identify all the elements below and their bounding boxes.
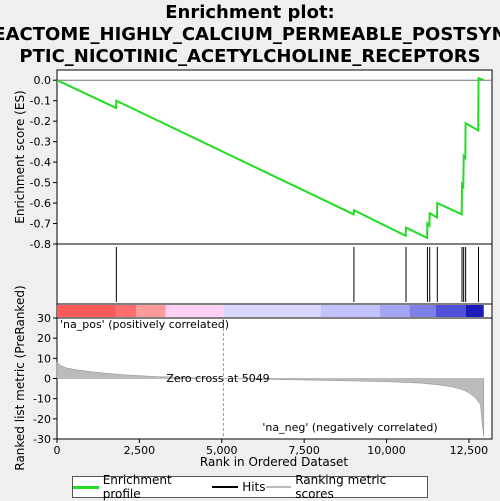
x-tick-label: 7,500 (288, 444, 320, 457)
es-tick-label: -0.7 (30, 218, 51, 231)
ranking-metric-area (56, 318, 485, 439)
x-axis: 0 2,500 5,000 7,500 10,000 12,500 (54, 439, 489, 457)
es-y-axis: 0.0 -0.1 -0.2 -0.3 -0.4 -0.5 -0.6 -0.7 -0.8 (30, 74, 57, 251)
title-line-3: PTIC_NICOTINIC_ACETYLCHOLINE_RECEPTORS (19, 46, 480, 67)
metric-tick-label: -20 (33, 413, 51, 426)
heatmap-segment (223, 305, 321, 317)
rank-heatmap (57, 305, 484, 317)
heatmap-segment (116, 305, 137, 317)
hit-markers (115, 247, 479, 302)
legend-hits-label: Hits (242, 480, 266, 494)
es-tick-label: -0.3 (30, 136, 51, 149)
x-tick-label: 2,500 (124, 444, 156, 457)
heatmap-segment (409, 305, 436, 317)
es-y-axis-label: Enrichment score (ES) (13, 90, 27, 223)
ranking-metric-fill (56, 361, 485, 438)
es-tick-label: -0.1 (30, 95, 51, 108)
title-line-1: Enrichment plot: (165, 2, 335, 23)
enrichment-swatch (73, 485, 99, 489)
legend-item-enrichment: Enrichment profile (73, 473, 212, 501)
es-tick-label: 0.0 (34, 74, 52, 87)
legend: Enrichment profile Hits Ranking metric s… (72, 473, 428, 501)
es-tick-label: -0.6 (30, 197, 51, 210)
es-tick-label: -0.5 (30, 177, 51, 190)
pos-correlated-label: 'na_pos' (positively correlated) (60, 318, 229, 331)
legend-item-hits: Hits (212, 480, 266, 494)
heatmap-segment (320, 305, 380, 317)
legend-item-ranking: Ranking metric scores (265, 473, 427, 501)
hits-swatch (212, 486, 239, 488)
metric-tick-label: 30 (37, 312, 51, 325)
metric-tick-label: 0 (44, 373, 51, 386)
legend-ranking-label: Ranking metric scores (295, 473, 387, 501)
metric-tick-label: -30 (33, 433, 51, 446)
x-tick-label: 5,000 (206, 444, 238, 457)
zero-cross-label: Zero cross at 5049 (166, 372, 269, 385)
metric-y-axis-label: Ranked list metric (PreRanked) (13, 285, 27, 470)
neg-correlated-label: 'na_neg' (negatively correlated) (262, 421, 437, 434)
heatmap-segment (465, 305, 484, 317)
enrichment-profile (56, 76, 485, 240)
metric-tick-label: 10 (37, 352, 51, 365)
es-tick-label: -0.8 (30, 238, 51, 251)
heatmap-segment (136, 305, 166, 317)
heatmap-segment (379, 305, 410, 317)
metric-y-axis: 30 20 10 0 -10 -20 -30 (33, 312, 57, 446)
es-tick-label: -0.2 (30, 115, 51, 128)
heatmap-segment (57, 305, 117, 317)
ranking-swatch (265, 486, 292, 488)
metric-tick-label: 20 (37, 332, 51, 345)
heatmap-segment (165, 305, 224, 317)
metric-tick-label: -10 (33, 393, 51, 406)
x-tick-label: 12,500 (450, 444, 489, 457)
x-tick-label: 0 (54, 444, 61, 457)
heatmap-segment (435, 305, 466, 317)
enrichment-profile-line (56, 76, 485, 240)
hits-panel (56, 243, 493, 305)
x-axis-label: Rank in Ordered Dataset (200, 455, 348, 469)
legend-enrichment-label: Enrichment profile (102, 473, 172, 501)
es-tick-label: -0.4 (30, 156, 51, 169)
title-line-2: REACTOME_HIGHLY_CALCIUM_PERMEABLE_POSTSY… (0, 24, 500, 45)
x-tick-label: 10,000 (367, 444, 406, 457)
es-panel (56, 69, 493, 245)
